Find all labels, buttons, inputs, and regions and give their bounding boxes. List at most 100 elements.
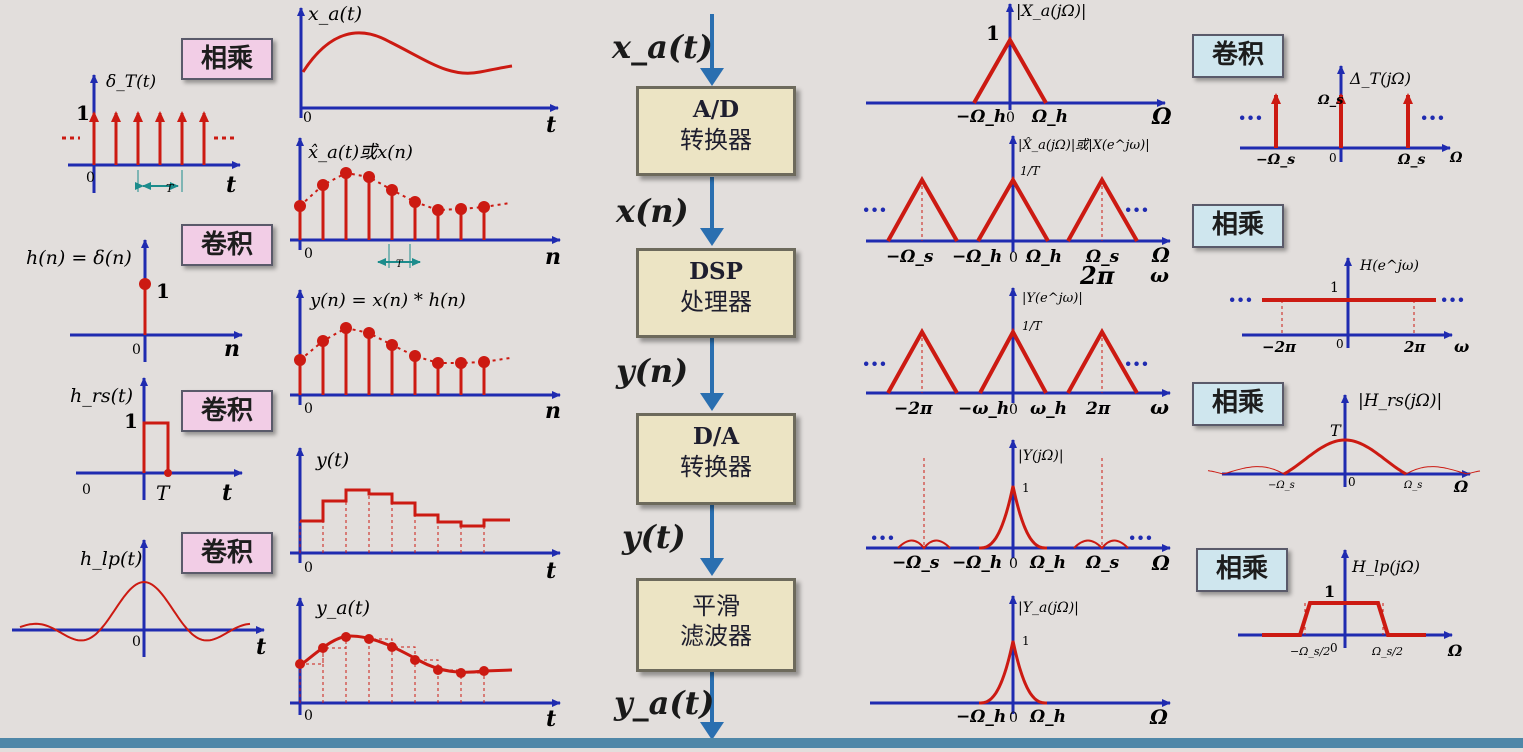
- signal-ya-t: y_a(t): [614, 684, 715, 722]
- block-smoothing-filter: 平滑 滤波器: [636, 578, 796, 672]
- svg-text:Ω_s: Ω_s: [1085, 553, 1120, 573]
- svg-text:2π: 2π: [1079, 261, 1115, 290]
- svg-text:ω_h: ω_h: [1030, 399, 1067, 419]
- svg-text:0: 0: [1006, 110, 1015, 126]
- graph-h-delta: h(n) = δ(n) 1 0 n: [26, 239, 243, 362]
- label-convolve-1: 卷积: [181, 224, 273, 266]
- label-multiply-1: 相乘: [181, 38, 273, 80]
- svg-text:|H_rs(jΩ)|: |H_rs(jΩ)|: [1358, 391, 1442, 411]
- svg-text:T: T: [396, 259, 404, 270]
- svg-text:···: ···: [1228, 285, 1253, 314]
- svg-text:t: t: [256, 634, 266, 660]
- svg-text:−Ω_h: −Ω_h: [956, 107, 1006, 127]
- svg-text:···: ···: [1238, 103, 1263, 132]
- svg-text:0: 0: [82, 482, 91, 498]
- svg-text:H(e^jω): H(e^jω): [1359, 258, 1419, 274]
- svg-text:x_a(t): x_a(t): [308, 3, 362, 25]
- svg-text:x̂_a(t)或x(n): x̂_a(t)或x(n): [308, 142, 413, 163]
- svg-text:t: t: [546, 706, 556, 732]
- svg-text:0: 0: [1330, 641, 1338, 655]
- label-deltaT: δ_T(t): [106, 72, 156, 92]
- graph-xhat: T x̂_a(t)或x(n) 0 n: [290, 137, 561, 270]
- label-convolve-right: 卷积: [1192, 34, 1284, 78]
- svg-text:Ω_h: Ω_h: [1025, 247, 1062, 267]
- svg-text:1: 1: [1324, 582, 1335, 601]
- svg-text:n: n: [224, 336, 240, 362]
- svg-text:y(n) = x(n) * h(n): y(n) = x(n) * h(n): [309, 290, 466, 311]
- svg-text:Δ_T(jΩ): Δ_T(jΩ): [1349, 69, 1411, 88]
- svg-text:0: 0: [1009, 402, 1018, 418]
- signal-y-t: y(t): [622, 518, 686, 556]
- svg-text:−Ω_s: −Ω_s: [1268, 480, 1295, 491]
- svg-text:Ω: Ω: [1151, 243, 1170, 267]
- svg-text:−Ω_h: −Ω_h: [956, 707, 1006, 727]
- label-multiply-right-2: 相乘: [1192, 382, 1284, 426]
- block-ad-converter: A/D 转换器: [636, 86, 796, 176]
- svg-text:h_rs(t): h_rs(t): [70, 385, 133, 407]
- svg-text:2π: 2π: [1403, 338, 1426, 356]
- svg-text:Ω: Ω: [1151, 551, 1170, 575]
- svg-text:t: t: [546, 112, 556, 138]
- svg-text:0: 0: [304, 560, 313, 576]
- svg-text:···: ···: [862, 195, 887, 224]
- svg-text:Ω_s: Ω_s: [1317, 93, 1344, 108]
- signal-y-n: y(n): [616, 352, 689, 390]
- graph-xa: x_a(t) 0 t: [297, 3, 559, 138]
- svg-text:Ω: Ω: [1149, 705, 1168, 729]
- graph-delta-train: δ_T(t) 1 0 T t: [62, 72, 241, 198]
- svg-text:1: 1: [1022, 481, 1030, 495]
- svg-text:Ω_h: Ω_h: [1029, 553, 1066, 573]
- graph-yt: y(t) 0 t: [290, 447, 561, 584]
- svg-text:−2π: −2π: [894, 399, 933, 419]
- block-dsp-title: DSP: [689, 258, 743, 285]
- graph-ya: y_a(t) 0 t: [290, 597, 561, 732]
- spectrum-Xa: |X_a(jΩ)| 1 −Ω_h 0 Ω_h Ω: [866, 1, 1172, 130]
- svg-text:−Ω_h: −Ω_h: [952, 247, 1002, 267]
- svg-text:···: ···: [1128, 523, 1153, 552]
- label-convolve-3: 卷积: [181, 532, 273, 574]
- svg-text:···: ···: [1124, 349, 1149, 378]
- label-convolve-2: 卷积: [181, 390, 273, 432]
- svg-text:y_a(t): y_a(t): [315, 597, 370, 619]
- block-da-subtitle: 转换器: [680, 453, 752, 481]
- svg-text:1: 1: [124, 409, 138, 433]
- svg-text:1/T: 1/T: [1020, 164, 1041, 178]
- svg-text:···: ···: [1440, 285, 1465, 314]
- svg-text:t: t: [226, 172, 236, 198]
- svg-text:h(n) = δ(n): h(n) = δ(n): [26, 247, 132, 269]
- svg-text:T: T: [166, 182, 175, 195]
- svg-text:0: 0: [1009, 710, 1018, 726]
- svg-text:1: 1: [1330, 280, 1339, 296]
- svg-text:−ω_h: −ω_h: [958, 399, 1009, 419]
- svg-text:Ω: Ω: [1453, 477, 1469, 496]
- svg-text:Ω_h: Ω_h: [1029, 707, 1066, 727]
- svg-text:1: 1: [156, 279, 170, 303]
- svg-text:1: 1: [1022, 634, 1030, 648]
- svg-text:0: 0: [1336, 337, 1344, 351]
- svg-text:Ω: Ω: [1447, 641, 1463, 660]
- svg-text:|Y(e^jω)|: |Y(e^jω)|: [1022, 291, 1083, 306]
- svg-text:0: 0: [304, 708, 313, 724]
- bottom-bar: [0, 738, 1523, 748]
- svg-text:n: n: [545, 244, 561, 270]
- svg-text:ω: ω: [1454, 337, 1469, 356]
- svg-text:−Ω_h: −Ω_h: [952, 553, 1002, 573]
- svg-text:0: 0: [132, 634, 141, 650]
- svg-text:0: 0: [1348, 475, 1356, 489]
- svg-text:Ω_s/2: Ω_s/2: [1371, 645, 1403, 658]
- svg-text:y(t): y(t): [315, 449, 349, 471]
- svg-text:0: 0: [132, 342, 141, 358]
- svg-text:ω: ω: [1150, 395, 1169, 419]
- svg-text:0: 0: [304, 401, 313, 417]
- block-ad-title: A/D: [692, 96, 740, 123]
- svg-text:−2π: −2π: [1262, 338, 1297, 356]
- svg-text:···: ···: [870, 523, 895, 552]
- spectrum-Yaj: |Y_a(jΩ)| 1 −Ω_h 0 Ω_h Ω: [870, 595, 1171, 729]
- svg-text:−Ω_s/2: −Ω_s/2: [1290, 645, 1330, 658]
- svg-text:2π: 2π: [1085, 399, 1111, 419]
- svg-text:|X̂_a(jΩ)|或|X(e^jω)|: |X̂_a(jΩ)|或|X(e^jω)|: [1018, 137, 1150, 153]
- svg-text:n: n: [545, 398, 561, 424]
- svg-text:H_lp(jΩ): H_lp(jΩ): [1351, 557, 1420, 576]
